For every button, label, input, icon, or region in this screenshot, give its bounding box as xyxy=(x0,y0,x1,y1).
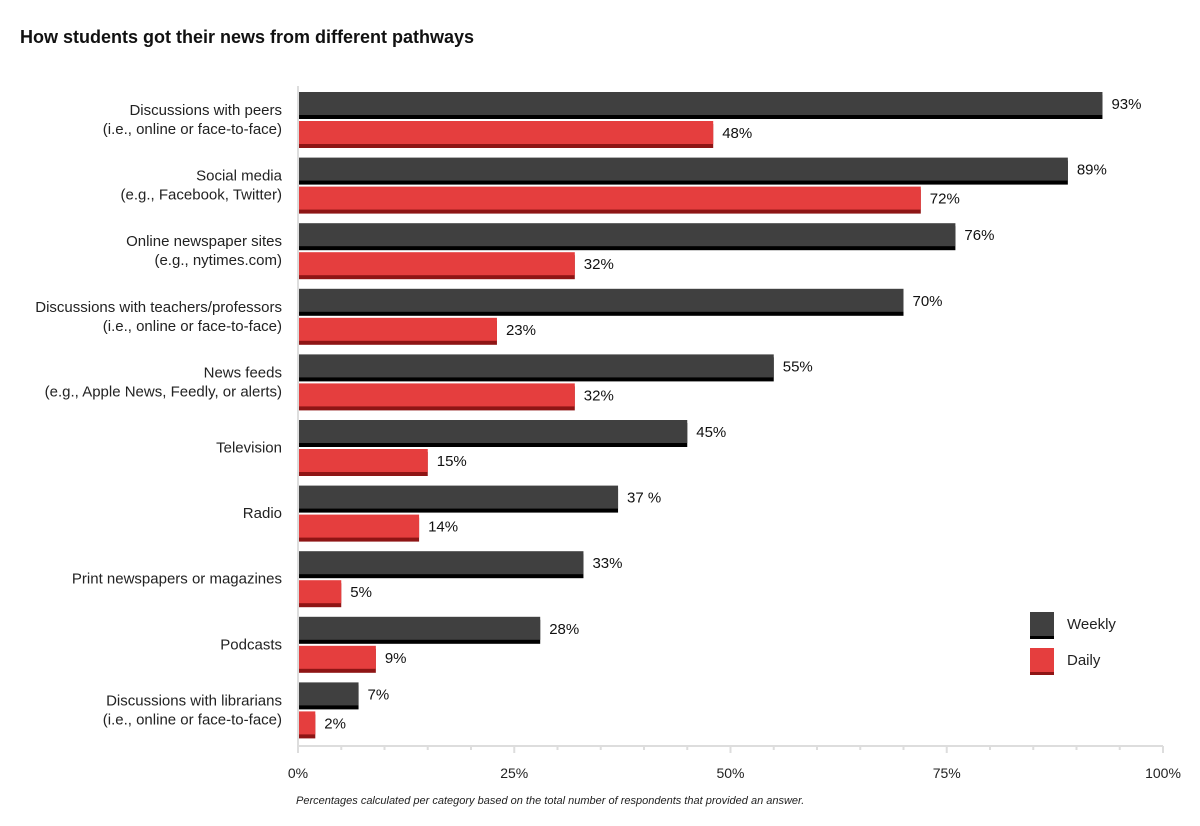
bar-weekly-8 xyxy=(298,616,541,640)
bar-weekly-3 xyxy=(298,288,904,312)
category-label-2-0: Online newspaper sites xyxy=(126,233,282,250)
value-label-weekly-6: 37 % xyxy=(627,490,661,507)
category-label-7-0: Print newspapers or magazines xyxy=(72,571,282,588)
value-label-daily-6: 14% xyxy=(428,519,458,536)
category-label-8-0: Podcasts xyxy=(220,636,282,653)
category-label-3-1: (i.e., online or face-to-face) xyxy=(103,318,282,335)
category-labels: Discussions with peers (i.e., online or f… xyxy=(35,102,282,728)
category-label-2-1: (e.g., nytimes.com) xyxy=(154,252,282,269)
value-label-daily-7: 5% xyxy=(350,584,372,601)
legend-label-weekly: Weekly xyxy=(1067,616,1116,633)
x-tick-label-100: 100% xyxy=(1145,765,1181,781)
value-label-weekly-0: 93% xyxy=(1111,96,1141,113)
bar-daily-8 xyxy=(298,645,376,669)
bar-daily-5 xyxy=(298,449,428,472)
category-label-1-0: Social media xyxy=(196,168,283,185)
bar-daily-2 xyxy=(298,252,575,276)
value-label-weekly-2: 76% xyxy=(964,227,994,244)
value-label-weekly-1: 89% xyxy=(1077,162,1107,179)
bar-daily-0 xyxy=(298,121,714,144)
value-label-weekly-3: 70% xyxy=(913,293,943,310)
bar-weekly-1 xyxy=(298,157,1068,181)
value-label-daily-9: 2% xyxy=(324,715,346,732)
bar-weekly-2 xyxy=(298,223,956,247)
bar-daily-1 xyxy=(298,186,921,210)
legend: Weekly Daily xyxy=(1030,612,1116,675)
x-tick-label-50: 50% xyxy=(716,765,744,781)
value-label-weekly-7: 33% xyxy=(592,555,622,572)
x-tick-label-0: 0% xyxy=(288,765,308,781)
category-label-4-0: News feeds xyxy=(204,364,282,381)
value-label-daily-5: 15% xyxy=(437,453,467,470)
category-label-9-1: (i.e., online or face-to-face) xyxy=(103,711,282,728)
x-tick-label-25: 25% xyxy=(500,765,528,781)
category-label-4-1: (e.g., Apple News, Feedly, or alerts) xyxy=(45,383,282,400)
bar-daily-4 xyxy=(298,383,575,407)
value-label-daily-8: 9% xyxy=(385,650,407,667)
bar-weekly-5 xyxy=(298,420,688,443)
bar-weekly-4 xyxy=(298,354,774,378)
value-label-daily-3: 23% xyxy=(506,322,536,339)
bar-weekly-9 xyxy=(298,682,359,706)
x-tick-label-75: 75% xyxy=(933,765,961,781)
category-label-9-0: Discussions with librarians xyxy=(106,692,282,709)
bar-daily-9 xyxy=(298,711,316,735)
category-label-6-0: Radio xyxy=(243,505,282,522)
bars-layer: 93% 48% 89% 72% 76% 32% 70% 23% 55% 32% 45% 15% 37 %… xyxy=(298,92,1141,739)
bar-weekly-6 xyxy=(298,485,619,509)
bar-daily-6 xyxy=(298,514,420,538)
category-label-0-1: (i.e., online or face-to-face) xyxy=(103,121,282,138)
legend-label-daily: Daily xyxy=(1067,652,1101,669)
bar-daily-3 xyxy=(298,317,497,341)
category-label-1-1: (e.g., Facebook, Twitter) xyxy=(121,187,282,204)
value-label-weekly-8: 28% xyxy=(549,621,579,638)
category-label-3-0: Discussions with teachers/professors xyxy=(35,299,282,316)
value-label-daily-4: 32% xyxy=(584,387,614,404)
bar-weekly-7 xyxy=(298,551,584,575)
bar-weekly-0 xyxy=(298,92,1103,115)
value-label-daily-2: 32% xyxy=(584,256,614,273)
category-label-0-0: Discussions with peers xyxy=(129,102,282,119)
x-axis: 0% 25% 50% 75% 100% xyxy=(288,86,1181,781)
chart-title: How students got their news from differe… xyxy=(20,27,475,47)
footnote: Percentages calculated per category base… xyxy=(296,795,805,807)
value-label-weekly-9: 7% xyxy=(368,686,390,703)
legend-swatch-daily xyxy=(1030,648,1054,672)
bar-daily-7 xyxy=(298,580,342,604)
value-label-weekly-5: 45% xyxy=(696,424,726,441)
value-label-daily-1: 72% xyxy=(930,191,960,208)
value-label-daily-0: 48% xyxy=(722,125,752,142)
value-label-weekly-4: 55% xyxy=(783,358,813,375)
category-label-5-0: Television xyxy=(216,440,282,457)
legend-swatch-weekly xyxy=(1030,612,1054,636)
